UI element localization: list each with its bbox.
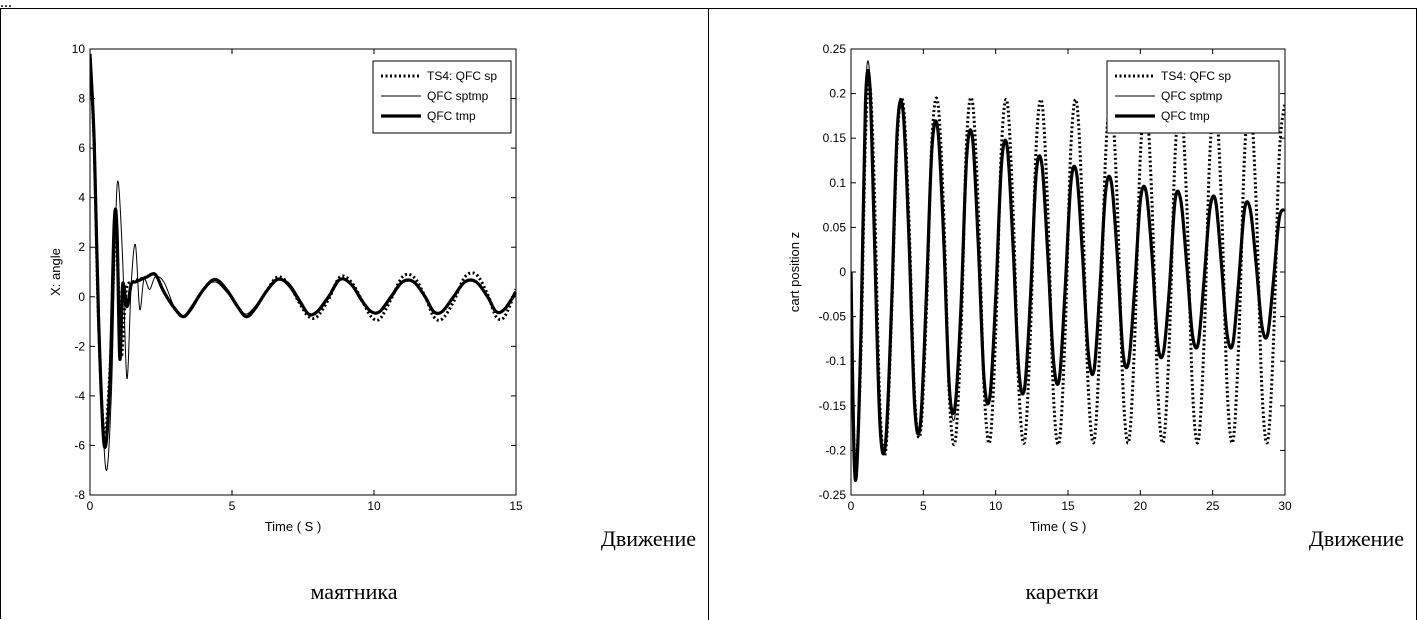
y-tick-label: 0.25 bbox=[823, 42, 847, 56]
legend-label: QFC tmp bbox=[427, 109, 476, 123]
caption-right-line2: каретки bbox=[1025, 579, 1099, 604]
x-tick-label: 0 bbox=[848, 499, 855, 513]
series-line-qfc-tmp bbox=[90, 53, 516, 450]
x-tick-label: 10 bbox=[989, 499, 1003, 513]
figure-cell-pendulum: 0 5 10 15 -8 -6 -4 -2 0 2 4 6 8 10 Time ( S ) X: angle T… bbox=[1, 9, 709, 620]
caption-left-line2: маятника bbox=[310, 579, 398, 604]
header-fragment: ... bbox=[0, 0, 12, 11]
x-axis-label: Time ( S ) bbox=[265, 519, 322, 534]
legend-label: TS4: QFC sp bbox=[1161, 69, 1231, 83]
legend-box bbox=[372, 60, 512, 134]
y-tick-label: 0 bbox=[839, 265, 846, 279]
y-tick-label: 0.15 bbox=[823, 131, 847, 145]
x-tick-label: 15 bbox=[509, 499, 523, 513]
y-tick-label: 2 bbox=[78, 240, 85, 254]
chart-pendulum-angle: 0 5 10 15 -8 -6 -4 -2 0 2 4 6 8 10 Time ( S ) X: angle T… bbox=[48, 42, 523, 534]
plot-frame bbox=[89, 48, 517, 496]
series-group bbox=[90, 51, 516, 471]
y-tick-label: 0.1 bbox=[829, 176, 846, 190]
y-tick-label: -0.2 bbox=[825, 443, 846, 457]
caption-right-line1: Движение bbox=[1308, 526, 1404, 551]
legend-label: QFC sptmp bbox=[427, 89, 489, 103]
x-tick-label: 0 bbox=[87, 499, 94, 513]
x-tick-label: 5 bbox=[229, 499, 236, 513]
x-tick-label: 20 bbox=[1134, 499, 1148, 513]
x-tick-label: 5 bbox=[920, 499, 927, 513]
y-tick-label: 8 bbox=[78, 92, 85, 106]
y-tick-label: 0.2 bbox=[829, 87, 846, 101]
figure-cell-cart: 0 5 10 15 20 25 30 -0.25 -0.2 -0.15 -0.1 -0.05 0 0.05… bbox=[709, 9, 1417, 620]
chart-cart-position: 0 5 10 15 20 25 30 -0.25 -0.2 -0.15 -0.1 -0.05 0 0.05… bbox=[787, 42, 1292, 534]
y-tick-label: 4 bbox=[78, 191, 85, 205]
y-tick-label: -2 bbox=[74, 339, 85, 353]
y-tick-label: 10 bbox=[72, 42, 86, 56]
series-group bbox=[851, 60, 1285, 482]
y-tick-label: -4 bbox=[74, 389, 85, 403]
x-tick-label: 10 bbox=[367, 499, 381, 513]
legend-label: QFC sptmp bbox=[1161, 89, 1223, 103]
y-tick-label: -0.1 bbox=[825, 354, 846, 368]
y-tick-label: 6 bbox=[78, 141, 85, 155]
y-tick-label: -0.05 bbox=[819, 310, 847, 324]
y-axis-label: X: angle bbox=[48, 248, 63, 296]
x-tick-label: 25 bbox=[1206, 499, 1220, 513]
y-axis-label: cart position z bbox=[787, 232, 802, 312]
x-tick-label: 15 bbox=[1061, 499, 1075, 513]
caption-left-line1: Движение bbox=[600, 526, 696, 551]
legend-label: TS4: QFC sp bbox=[427, 69, 497, 83]
y-tick-label: 0 bbox=[78, 290, 85, 304]
y-tick-label: 0.05 bbox=[823, 220, 847, 234]
y-tick-label: -0.15 bbox=[819, 399, 847, 413]
y-tick-label: -8 bbox=[74, 488, 85, 502]
y-tick-label: -0.25 bbox=[819, 488, 847, 502]
series-line-qfc-tmp bbox=[851, 68, 1285, 482]
x-tick-label: 30 bbox=[1278, 499, 1292, 513]
x-axis-label: Time ( S ) bbox=[1030, 519, 1087, 534]
legend-label: QFC tmp bbox=[1161, 109, 1210, 123]
y-tick-label: -6 bbox=[74, 438, 85, 452]
figure-table: 0 5 10 15 -8 -6 -4 -2 0 2 4 6 8 10 Time ( S ) X: angle T… bbox=[0, 8, 1417, 620]
legend-box bbox=[1106, 60, 1280, 134]
